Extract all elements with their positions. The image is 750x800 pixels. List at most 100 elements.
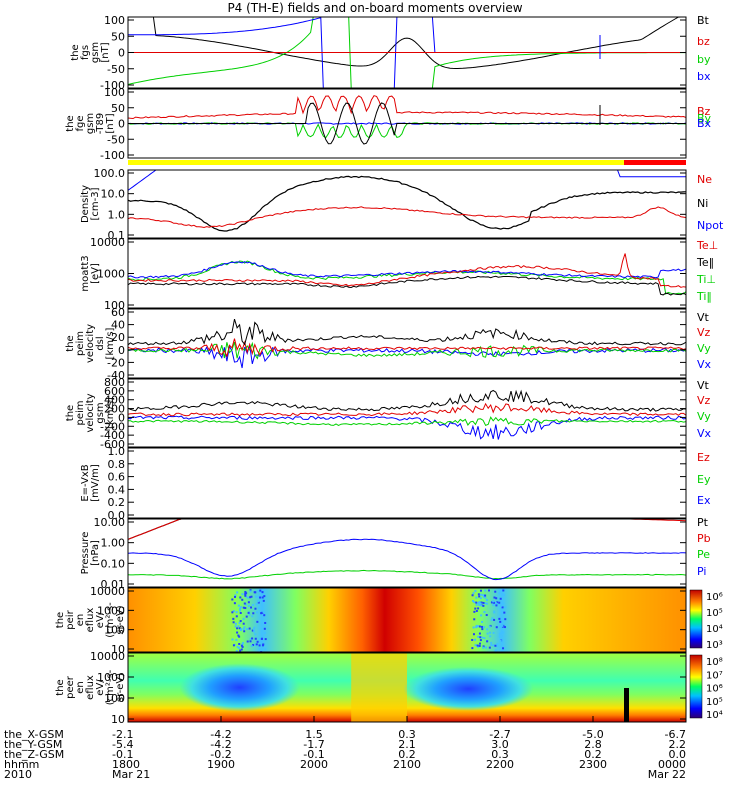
spectrogram-pixel bbox=[471, 647, 474, 650]
spectrogram-pixel bbox=[475, 603, 478, 606]
orbit-value: -5.4 bbox=[112, 738, 133, 751]
spectrogram-pixel bbox=[251, 637, 254, 640]
y-tick-label: 50 bbox=[111, 30, 125, 43]
spectrogram-pixel bbox=[241, 645, 244, 648]
spectrogram-pixel bbox=[477, 607, 480, 610]
spectrogram-pixel bbox=[486, 602, 489, 605]
spectrogram-pixel bbox=[237, 625, 240, 628]
colorbar-label: 10⁶ bbox=[706, 592, 723, 603]
spectrogram-pixel bbox=[234, 625, 237, 628]
spectrogram-pixel bbox=[493, 596, 496, 599]
y-axis-label-line: [cm-3] bbox=[90, 187, 101, 220]
spectrogram-pixel bbox=[479, 593, 482, 596]
spectrogram-pixel bbox=[499, 639, 502, 642]
spectrogram-pixel bbox=[486, 632, 489, 635]
spectrogram-pixel bbox=[257, 600, 260, 603]
colorbar-label: 10⁸ bbox=[706, 657, 723, 668]
spectrogram-pixel bbox=[243, 602, 246, 605]
y-axis-label-line: gsm bbox=[85, 113, 96, 134]
colorbar bbox=[689, 654, 703, 719]
legend-entry: Ey bbox=[697, 473, 711, 486]
y-tick-label: 100 bbox=[104, 86, 125, 99]
spectrogram-pixel bbox=[474, 607, 477, 610]
orbit-value: Mar 22 bbox=[648, 768, 686, 781]
legend-entry: by bbox=[697, 53, 711, 66]
spectrogram-pixel bbox=[499, 625, 502, 628]
orbit-value: -0.1 bbox=[303, 748, 324, 761]
y-tick-label: 40 bbox=[111, 319, 125, 332]
y-axis-label-line: [nT] bbox=[100, 42, 111, 62]
orbit-value: 2000 bbox=[300, 758, 328, 771]
y-tick-label: 0.1 bbox=[108, 229, 126, 242]
y-tick-label: 1000 bbox=[97, 671, 125, 684]
spectrogram-pixel bbox=[253, 630, 256, 633]
spectrogram-pixel bbox=[496, 645, 499, 648]
spectrogram-pixel bbox=[495, 604, 498, 607]
y-axis-label: Pressure [nPa] bbox=[80, 532, 101, 575]
spectrogram-pixel bbox=[254, 643, 257, 646]
orbit-row-label: the_Z-GSM bbox=[4, 748, 64, 761]
spectrogram-pixel bbox=[264, 621, 267, 624]
colorbar-label: 10⁷ bbox=[706, 670, 723, 681]
y-axis-label-line: the bbox=[70, 44, 81, 60]
y-tick-label: 10000 bbox=[90, 236, 125, 249]
spectrogram-pixel bbox=[495, 626, 498, 629]
orbit-value: 0000 bbox=[658, 758, 686, 771]
orbit-value: -0.2 bbox=[210, 748, 231, 761]
y-axis-label-line: Density bbox=[80, 185, 91, 223]
spectrogram-pixel bbox=[476, 644, 479, 647]
spectrogram-pixel bbox=[482, 604, 485, 607]
spectrogram-pixel bbox=[488, 625, 491, 628]
panel-10: 10000 1000 100 10 the peer en eflux eV/(cm²-s-sr… bbox=[55, 650, 723, 726]
y-axis-label-line: dsl bbox=[95, 336, 106, 350]
y-tick-label: 400 bbox=[104, 394, 125, 407]
spectrogram-pixel bbox=[257, 595, 260, 598]
spectrogram-pixel bbox=[475, 609, 478, 612]
y-axis-label-line: en bbox=[75, 614, 86, 627]
spectrogram-pixel bbox=[258, 606, 261, 609]
spectrogram-pixel bbox=[250, 595, 253, 598]
spectrogram-pixel bbox=[263, 627, 266, 630]
spectrogram-pixel bbox=[490, 618, 493, 621]
spectrogram-pixel bbox=[490, 641, 493, 644]
y-tick-label: -100 bbox=[100, 79, 125, 92]
spectrogram-pixel bbox=[249, 590, 252, 593]
spectrogram-pixel bbox=[480, 614, 483, 617]
spectrogram-pixel bbox=[247, 604, 250, 607]
y-axis-label-line: (cm²-s- bbox=[105, 602, 116, 638]
spectrogram-blob bbox=[403, 666, 534, 711]
spectrogram-pixel bbox=[480, 601, 483, 604]
colorbar-label: 10⁶ bbox=[706, 684, 723, 695]
y-tick-label: 0 bbox=[118, 411, 125, 424]
mode-bar bbox=[128, 160, 686, 165]
series-ne bbox=[128, 206, 686, 229]
spectrogram-pixel bbox=[482, 646, 485, 649]
spectrogram-pixel bbox=[498, 601, 501, 604]
spectrogram-pixel bbox=[254, 633, 257, 636]
spectrogram-pixel bbox=[242, 617, 245, 620]
orbit-row-label: the_Y-GSM bbox=[4, 738, 62, 751]
spectrogram-pixel bbox=[253, 626, 256, 629]
orbit-value: 1.5 bbox=[305, 728, 323, 741]
spectrogram-pixel bbox=[259, 589, 262, 592]
y-tick-label: 1.0 bbox=[108, 208, 126, 221]
spectrogram-pixel bbox=[501, 606, 504, 609]
spectrogram-pixel bbox=[471, 638, 474, 641]
spectrogram-pixel bbox=[234, 594, 237, 597]
spectrogram-pixel bbox=[478, 604, 481, 607]
spectrogram-pixel bbox=[498, 617, 501, 620]
y-axis-label-line: gsm bbox=[95, 402, 106, 423]
series-vy bbox=[128, 416, 686, 427]
series-vy bbox=[128, 341, 686, 360]
spectrogram-pixel bbox=[247, 601, 250, 604]
spectrogram-pixel bbox=[475, 596, 478, 599]
spectrogram-pixel bbox=[502, 593, 505, 596]
spectrogram-pixel bbox=[244, 594, 247, 597]
orbit-value: -5.0 bbox=[582, 728, 603, 741]
panel-9: 10000 1000 100 10 the peir en eflux eV/(cm²-s-sr… bbox=[55, 585, 723, 656]
panel-3-plot bbox=[128, 170, 686, 232]
orbit-value: -0.1 bbox=[112, 748, 133, 761]
panel-5-plot bbox=[128, 318, 686, 369]
spectrogram-pixel bbox=[478, 642, 481, 645]
